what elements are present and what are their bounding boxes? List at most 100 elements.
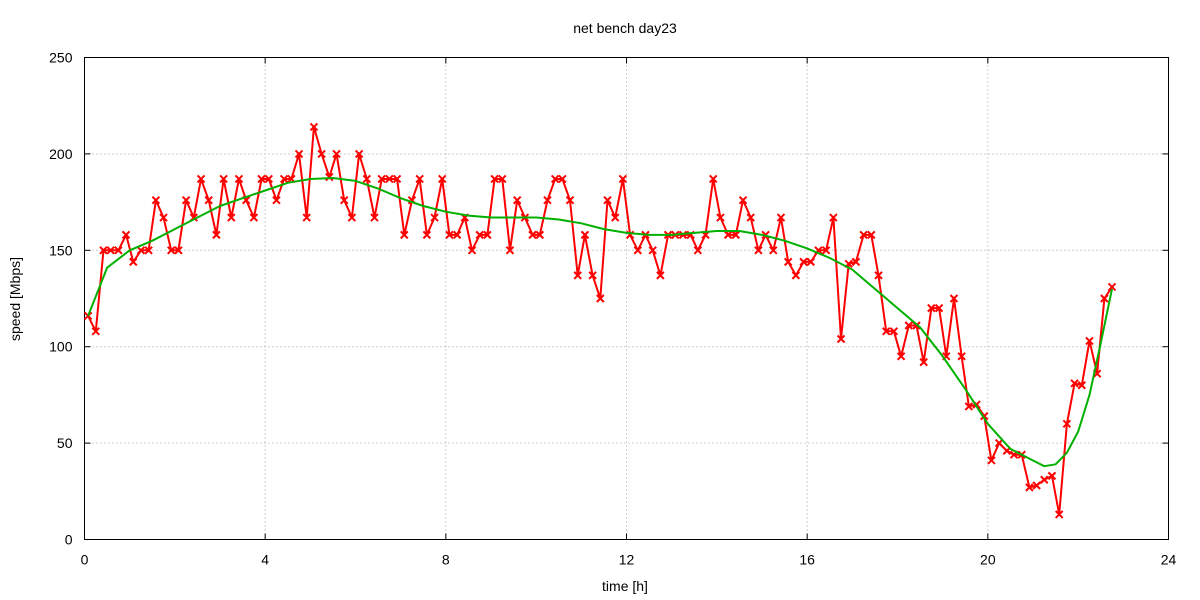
series-1-point <box>588 271 597 280</box>
series-1-point <box>498 174 507 184</box>
series-1-point <box>430 213 439 222</box>
x-tick-label: 12 <box>619 552 635 568</box>
series-1-point <box>99 246 108 255</box>
series-1-point <box>836 334 846 344</box>
series-1-point <box>362 174 371 184</box>
series-1-point <box>806 257 815 267</box>
series-1-point <box>550 174 560 184</box>
series-1-point <box>377 174 386 184</box>
series-1-point <box>964 402 974 411</box>
series-1-point <box>151 195 161 205</box>
series-1-point <box>709 174 718 184</box>
series-1-point <box>392 174 402 184</box>
series-1-point <box>370 213 379 222</box>
series-1-point <box>1085 336 1094 346</box>
series-1-point <box>1070 379 1079 388</box>
series-1-point <box>633 246 642 255</box>
series-2-line <box>87 177 1113 468</box>
series-1-point <box>422 230 432 240</box>
y-tick-label: 200 <box>49 146 73 162</box>
series-1-point <box>129 257 138 267</box>
series-1-point <box>415 174 424 184</box>
series-1-point <box>558 174 567 184</box>
series-1-point <box>196 174 206 184</box>
series-1-point <box>1032 481 1041 490</box>
series-1-point <box>181 195 191 205</box>
series-1-point <box>776 213 786 222</box>
series-1-point <box>596 294 605 303</box>
series-1-point <box>106 246 115 255</box>
series-1-point <box>1062 419 1072 429</box>
series-1-point <box>400 230 409 240</box>
series-1-point <box>512 195 522 205</box>
series-1-point <box>212 230 221 240</box>
x-tick-label: 16 <box>799 552 815 568</box>
series-1-point <box>738 195 748 205</box>
y-tick-label: 50 <box>57 435 73 451</box>
series-1-point <box>227 213 236 222</box>
series-1-point <box>219 174 228 184</box>
series-1-point <box>874 271 883 280</box>
series-1-point <box>438 174 447 184</box>
series-1-point <box>580 230 590 240</box>
series-1-point <box>505 246 515 255</box>
series-1-point <box>309 122 319 132</box>
plot-series <box>83 122 1117 519</box>
series-1-point <box>204 195 213 205</box>
series-1-point <box>859 230 868 240</box>
y-tick-label: 150 <box>49 242 73 258</box>
series-1-point <box>483 230 492 240</box>
grid <box>84 57 1169 540</box>
series-1-point <box>1025 483 1034 492</box>
series-1-point <box>91 327 100 336</box>
series-1-point <box>821 246 831 255</box>
series-1-point <box>882 327 891 336</box>
series-1-point <box>927 303 936 313</box>
series-1-point <box>851 257 861 267</box>
series-1-point <box>294 149 304 159</box>
series-1-point <box>987 456 996 465</box>
series-1-point <box>783 257 793 267</box>
series-1-line <box>87 125 1113 516</box>
series-1-point <box>731 230 741 240</box>
y-tick-label: 100 <box>49 339 73 355</box>
series-1-point <box>114 246 123 255</box>
x-tick-label: 20 <box>980 552 996 568</box>
series-1-point <box>174 246 183 255</box>
y-axis-label: speed [Mbps] <box>7 257 23 341</box>
series-1-point <box>332 149 341 159</box>
series-1-point <box>279 174 289 184</box>
series-1-point <box>603 195 612 205</box>
series-1-point <box>467 246 477 255</box>
series-1-point <box>1100 294 1109 303</box>
series-1-point <box>257 174 266 184</box>
series-1-point <box>234 174 244 184</box>
series-1-point <box>994 438 1004 448</box>
y-tick-label: 0 <box>65 532 73 548</box>
series-1-point <box>264 174 273 184</box>
y-tick-label: 250 <box>49 50 73 66</box>
x-tick-label: 4 <box>261 552 269 568</box>
series-1-point <box>769 246 778 255</box>
series-1-point <box>791 271 801 280</box>
series-1-point <box>144 246 153 255</box>
series-1-point <box>385 174 394 184</box>
series-1-point <box>565 195 575 205</box>
series-1-point <box>949 294 959 303</box>
series-1-point <box>904 321 913 330</box>
series-1-point <box>656 271 665 280</box>
series-1-point <box>1077 381 1086 390</box>
series-1-point <box>325 172 334 182</box>
series-1-point <box>543 195 552 205</box>
series-1-point <box>249 213 259 222</box>
series-1-point <box>957 352 966 361</box>
series-1-point <box>354 149 364 159</box>
series-1-point <box>535 230 544 240</box>
series-1-point <box>896 352 906 361</box>
series-1-point <box>573 271 582 280</box>
series-1-point <box>167 246 176 255</box>
series-1-point <box>1054 510 1064 519</box>
x-tick-label: 24 <box>1161 552 1177 568</box>
series-1-point <box>754 246 763 255</box>
series-1-point <box>693 246 703 255</box>
